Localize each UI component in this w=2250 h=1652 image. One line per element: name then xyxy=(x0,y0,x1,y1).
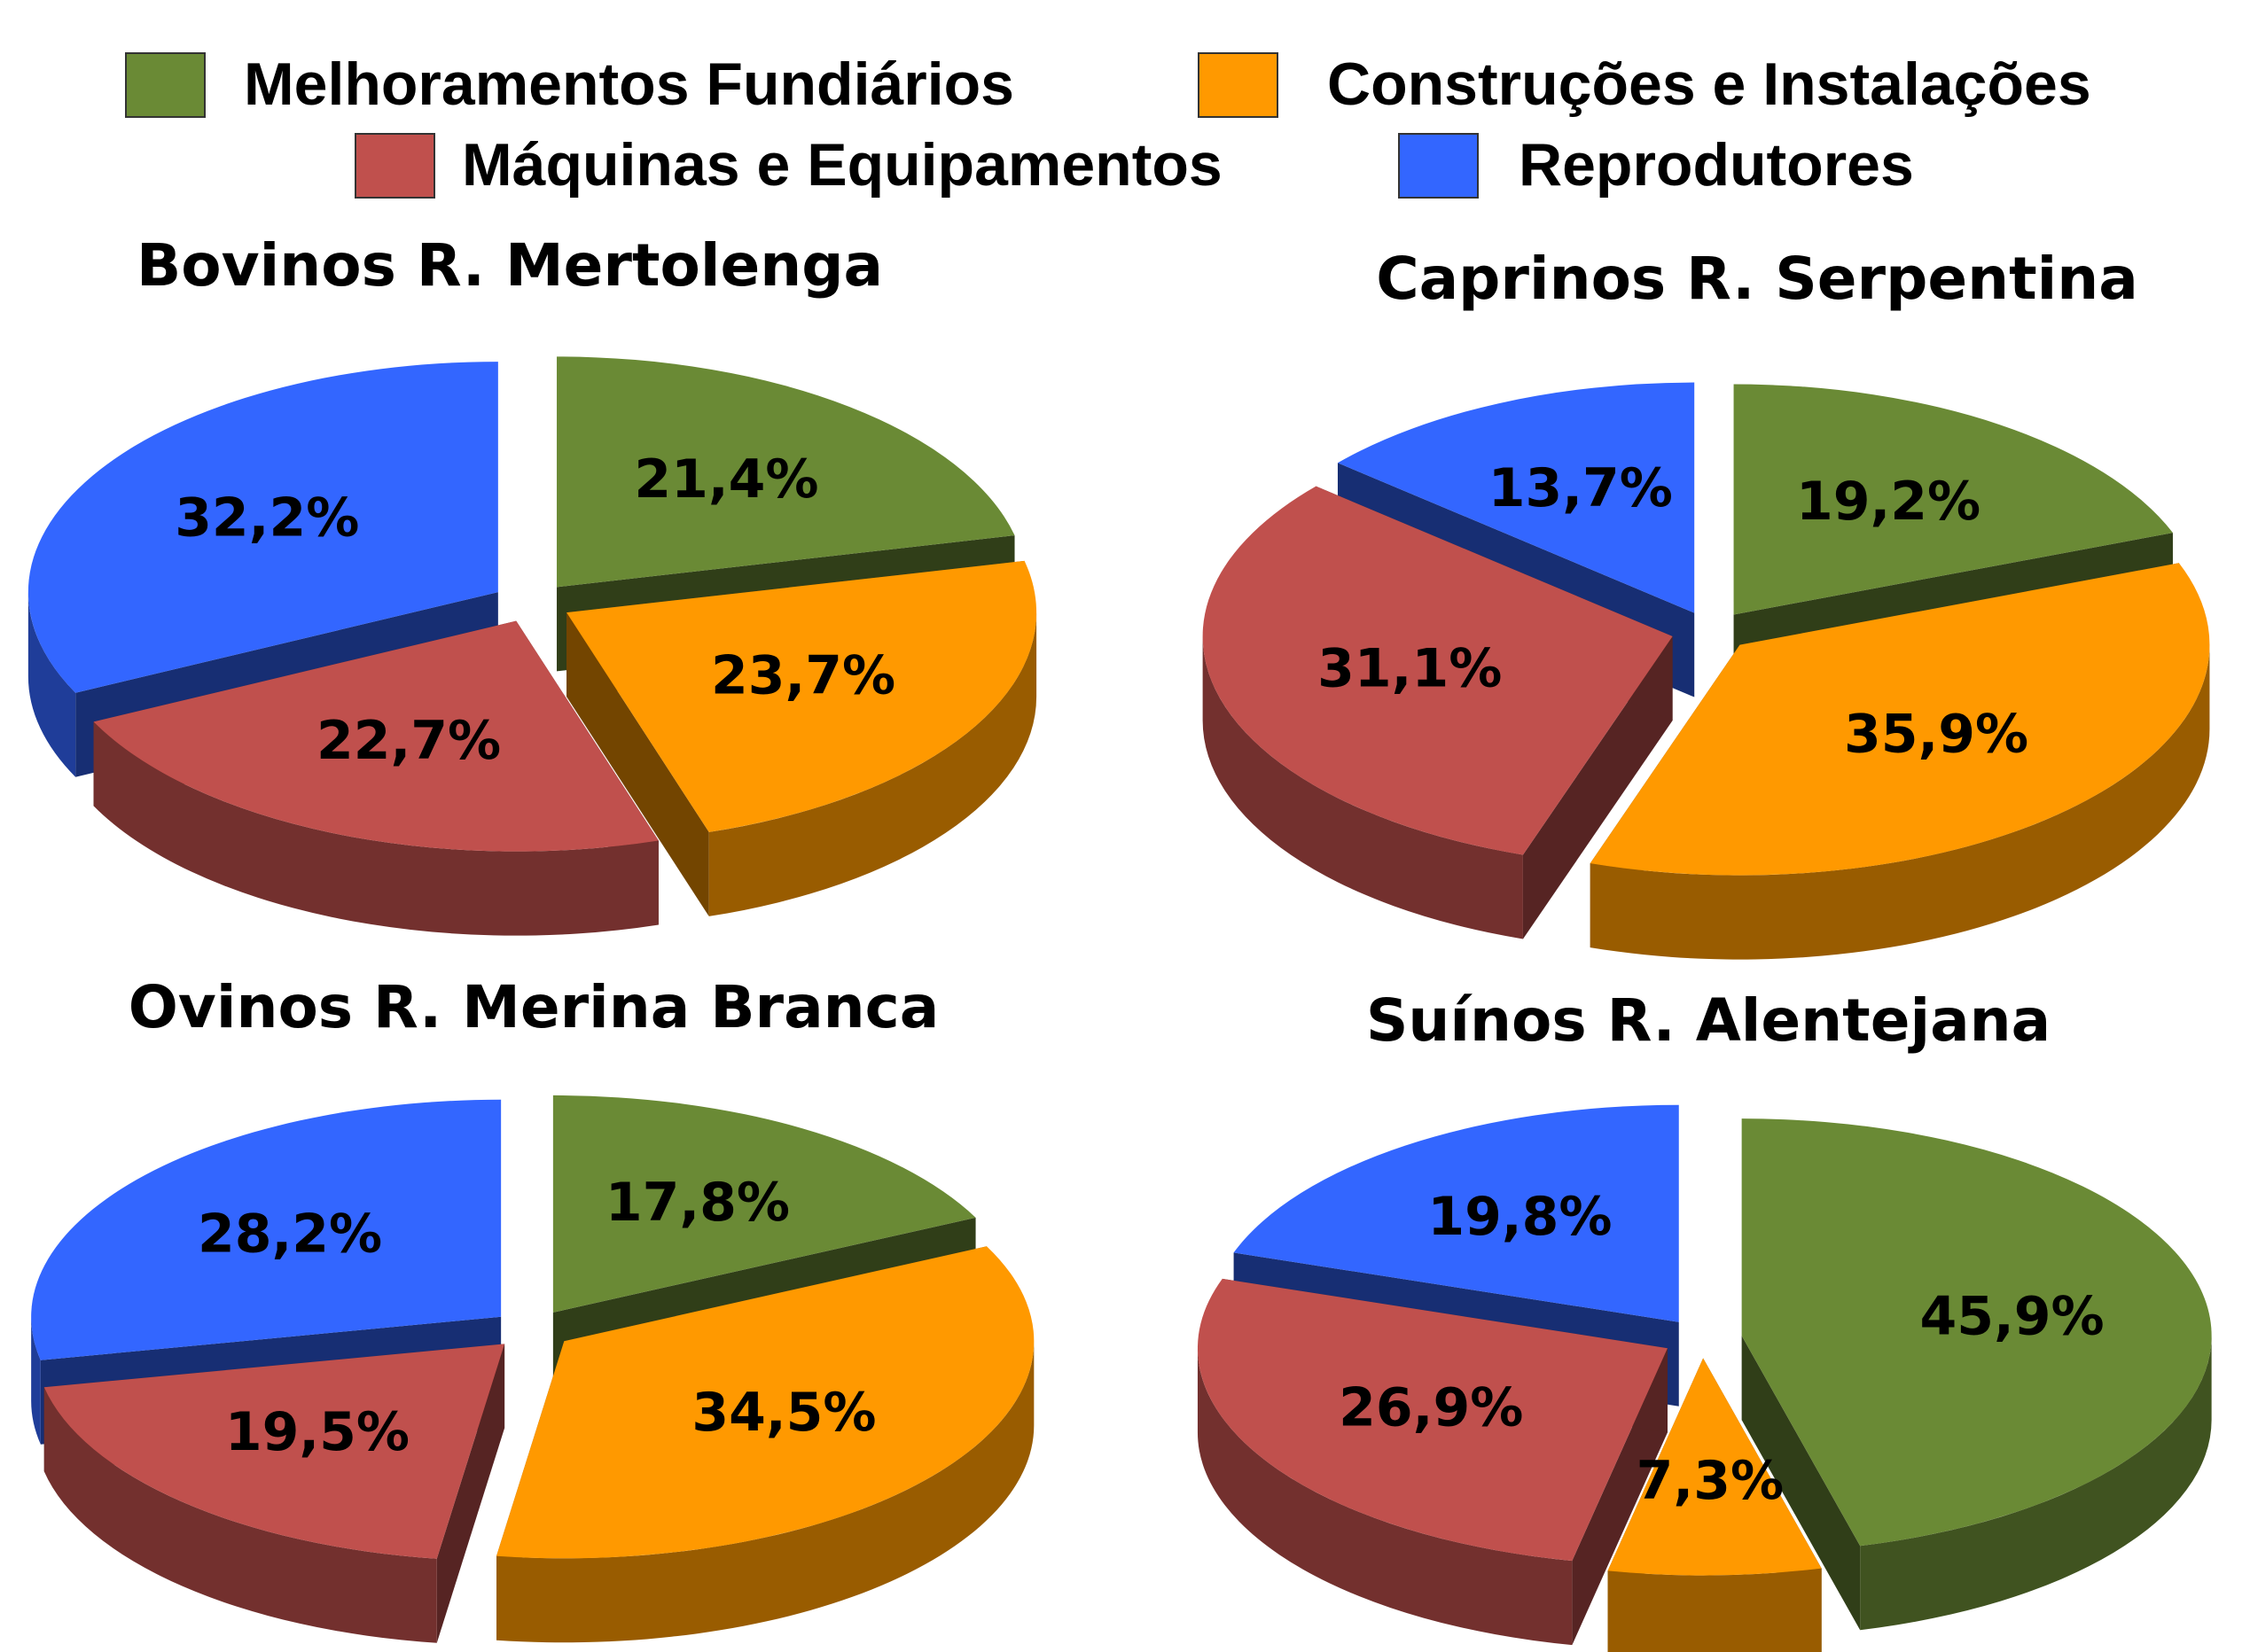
data-label: 45,9% xyxy=(1919,1286,2104,1348)
pie-slice xyxy=(93,620,659,936)
pie-slice xyxy=(1202,486,1673,939)
data-label: 34,5% xyxy=(691,1382,876,1444)
pie-wedge xyxy=(1197,1278,1668,1562)
slice-side xyxy=(43,1387,437,1643)
chart-title: Caprinos R. Serpentina xyxy=(1376,245,2138,313)
pie-slice xyxy=(566,560,1037,916)
slice-side xyxy=(1590,644,2210,960)
pie-wedge xyxy=(1590,563,2210,876)
pie-slice xyxy=(1197,1278,1668,1646)
pie-slice xyxy=(1590,563,2210,960)
legend-label: Reprodutores xyxy=(1519,131,1914,199)
legend-label: Máquinas e Equipamentos xyxy=(462,131,1223,199)
pie-wedge xyxy=(1733,384,2173,615)
slice-side xyxy=(708,612,1037,916)
slice-side xyxy=(93,721,659,936)
pie-wedge xyxy=(43,1344,505,1559)
data-label: 31,1% xyxy=(1317,638,1502,700)
pie-slice xyxy=(496,1246,1035,1643)
slice-side xyxy=(1202,635,1523,939)
pie-wedge xyxy=(1233,1104,1679,1322)
pie-wedge xyxy=(552,1095,976,1313)
data-label: 17,8% xyxy=(605,1172,790,1234)
pie-slice xyxy=(43,1344,505,1643)
data-label: 35,9% xyxy=(1844,704,2028,766)
pie-wedge xyxy=(1741,1118,2212,1547)
data-label: 23,7% xyxy=(711,644,895,706)
legend-swatch xyxy=(1398,133,1479,199)
pie-wedge xyxy=(496,1246,1035,1559)
legend-swatch xyxy=(1198,52,1278,118)
data-label: 32,2% xyxy=(175,487,359,549)
data-label: 26,9% xyxy=(1339,1376,1523,1438)
data-label: 28,2% xyxy=(198,1203,382,1265)
legend-label: Melhoramentos Fundiários xyxy=(244,51,1014,118)
legend-swatch xyxy=(355,133,435,199)
slice-side xyxy=(1860,1336,2212,1631)
pie-wedge xyxy=(27,362,498,693)
chart-title: Bovinos R. Mertolenga xyxy=(137,231,883,300)
data-label: 19,8% xyxy=(1427,1186,1612,1248)
data-label: 19,5% xyxy=(225,1401,410,1463)
legend-swatch xyxy=(125,52,206,118)
pie-wedge xyxy=(31,1099,502,1360)
pie-wedge xyxy=(566,560,1037,832)
chart-title: Ovinos R. Merina Branca xyxy=(129,973,940,1041)
pie-wedge xyxy=(557,356,1015,588)
slice-side xyxy=(31,1316,41,1445)
slice-side xyxy=(1197,1348,1573,1646)
pie-wedge xyxy=(1607,1358,1822,1576)
pie-slice xyxy=(1741,1118,2212,1631)
data-label: 13,7% xyxy=(1488,457,1673,519)
data-label: 22,7% xyxy=(316,710,501,772)
slice-side xyxy=(27,592,76,777)
legend-label: Construções e Instalações xyxy=(1327,51,2091,118)
chart-title: Suínos R. Alentejana xyxy=(1366,986,2051,1055)
slice-side xyxy=(1607,1568,1822,1652)
slice-wall xyxy=(566,612,709,916)
pie-wedge xyxy=(1337,382,1695,613)
data-label: 19,2% xyxy=(1796,471,1980,533)
pie-wedge xyxy=(93,620,659,852)
data-label: 7,3% xyxy=(1637,1450,1784,1512)
slice-wall xyxy=(1741,1336,1861,1631)
slice-wall xyxy=(1522,635,1673,939)
pie-slice xyxy=(1607,1358,1822,1652)
data-label: 21,4% xyxy=(634,448,818,510)
pie-wedge xyxy=(1202,486,1673,855)
slice-side xyxy=(496,1341,1035,1643)
